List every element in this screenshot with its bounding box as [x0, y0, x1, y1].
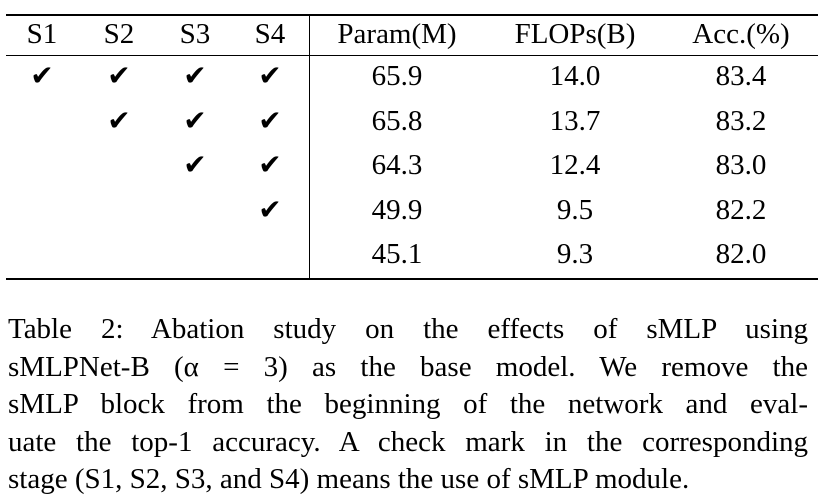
header-cell: S3 — [179, 18, 211, 50]
table-cell: 83.4 — [715, 60, 767, 92]
caption-line: stage (S1, S2, S3, and S4) means the use… — [8, 463, 690, 495]
header-cell: S4 — [254, 18, 286, 50]
table-cell: 82.2 — [715, 193, 767, 226]
table-cell: 65.8 — [371, 104, 423, 137]
table-cell: 65.9 — [371, 60, 423, 92]
bottom-rule — [6, 278, 818, 280]
check-mark: ✔ — [258, 59, 282, 92]
table-cell: 9.5 — [556, 193, 594, 226]
check-mark: ✔ — [107, 103, 131, 137]
header-cell: Acc.(%) — [692, 18, 790, 50]
caption-line: sMLPNet-B (α = 3) as the base model. We … — [8, 350, 808, 383]
header-cell: Param(M) — [337, 18, 457, 50]
check-mark: ✔ — [183, 103, 207, 137]
header-cell: S1 — [26, 18, 58, 50]
check-mark: ✔ — [183, 148, 207, 182]
caption-line: Table 2: Abation study on the effects of… — [8, 313, 808, 345]
check-mark: ✔ — [258, 103, 282, 137]
table-cell: 49.9 — [371, 193, 423, 226]
table-cell: 12.4 — [549, 149, 601, 182]
header-cell: S2 — [103, 18, 135, 50]
caption-line: sMLP block from the beginning of the net… — [8, 388, 808, 420]
table-cell: 64.3 — [371, 149, 423, 182]
check-mark: ✔ — [107, 59, 131, 92]
table-cell: 83.2 — [715, 104, 767, 137]
header-cell: FLOPs(B) — [514, 18, 636, 50]
table-cell: 9.3 — [556, 238, 594, 271]
check-mark: ✔ — [258, 192, 282, 226]
check-mark: ✔ — [183, 59, 207, 92]
table-cell: 14.0 — [549, 60, 601, 92]
top-rule — [6, 14, 818, 16]
table-cell: 13.7 — [549, 104, 601, 137]
check-mark: ✔ — [30, 59, 54, 92]
check-mark: ✔ — [258, 148, 282, 182]
header-rule — [6, 55, 818, 57]
table-cell: 45.1 — [371, 238, 423, 271]
caption-line: uate the top-1 accuracy. A check mark in… — [8, 425, 808, 458]
table-cell: 83.0 — [715, 149, 767, 182]
table-cell: 82.0 — [715, 238, 767, 271]
column-divider — [309, 14, 311, 279]
